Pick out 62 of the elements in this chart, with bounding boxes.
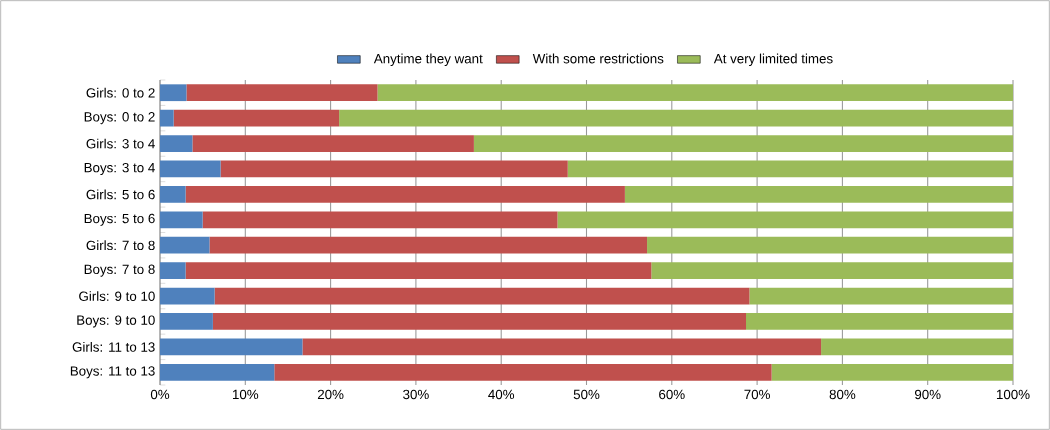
x-tick-label: 10% <box>232 389 259 400</box>
bar <box>160 135 193 152</box>
y-tick-label: Girls: 3 to 4 <box>86 138 155 149</box>
y-tick-label: Girls: 0 to 2 <box>86 87 155 98</box>
bar <box>749 287 1013 305</box>
legend-label: Anytime they want <box>373 53 483 67</box>
bar <box>339 109 1013 127</box>
bar <box>212 313 747 330</box>
legend-label: With some restrictions <box>532 53 664 64</box>
x-tick-label: 60% <box>659 389 685 400</box>
bar <box>771 363 1013 381</box>
x-tick-label: 80% <box>829 389 856 400</box>
bar <box>220 160 568 178</box>
x-tick-label: 0% <box>150 389 170 400</box>
bar <box>821 338 1013 356</box>
bar <box>624 185 1013 203</box>
bar <box>160 185 186 203</box>
bar <box>274 363 772 381</box>
bar <box>557 211 1013 229</box>
bar <box>160 338 303 356</box>
bar <box>160 287 215 305</box>
x-tick-label: 90% <box>914 389 941 400</box>
y-tick-label: Boys: 7 to 8 <box>84 264 155 277</box>
bar <box>160 236 210 254</box>
y-tick-label: Boys: 0 to 2 <box>84 112 155 125</box>
bar <box>473 135 1013 152</box>
bar <box>567 160 1013 178</box>
bar <box>185 185 625 203</box>
x-tick-label: 50% <box>573 389 600 400</box>
y-tick-label: Girls: 9 to 10 <box>79 291 155 301</box>
bar <box>377 84 1013 102</box>
x-tick-label: 40% <box>488 389 515 400</box>
y-tick-label: Boys: 3 to 4 <box>84 162 155 175</box>
bar <box>214 287 750 305</box>
x-tick-label: 20% <box>317 389 344 400</box>
bar <box>160 262 186 280</box>
legend-label: At very limited times <box>713 53 833 67</box>
bar <box>186 84 378 102</box>
bar <box>192 135 474 152</box>
bar <box>746 313 1013 330</box>
y-tick-label: Girls: 7 to 8 <box>86 240 155 251</box>
bar <box>160 84 187 102</box>
y-tick-label: Girls: 5 to 6 <box>86 189 155 200</box>
x-tick-label: 30% <box>403 389 429 400</box>
bar <box>173 109 340 127</box>
bar <box>185 262 652 280</box>
bar <box>302 338 822 356</box>
bar <box>647 236 1013 254</box>
bar <box>651 262 1013 280</box>
bar <box>202 211 558 229</box>
bar <box>160 363 275 381</box>
bar <box>209 236 648 254</box>
x-tick-label: 100% <box>996 389 1030 400</box>
bar <box>160 160 221 178</box>
y-tick-label: Boys: 9 to 10 <box>77 315 155 328</box>
bar <box>160 211 203 229</box>
y-tick-label: Boys: 11 to 13 <box>70 366 155 379</box>
y-tick-label: Boys: 5 to 6 <box>84 213 155 226</box>
y-tick-label: Girls: 11 to 13 <box>72 341 155 352</box>
bar <box>160 109 174 127</box>
bar <box>160 313 213 330</box>
x-tick-label: 70% <box>744 389 770 400</box>
